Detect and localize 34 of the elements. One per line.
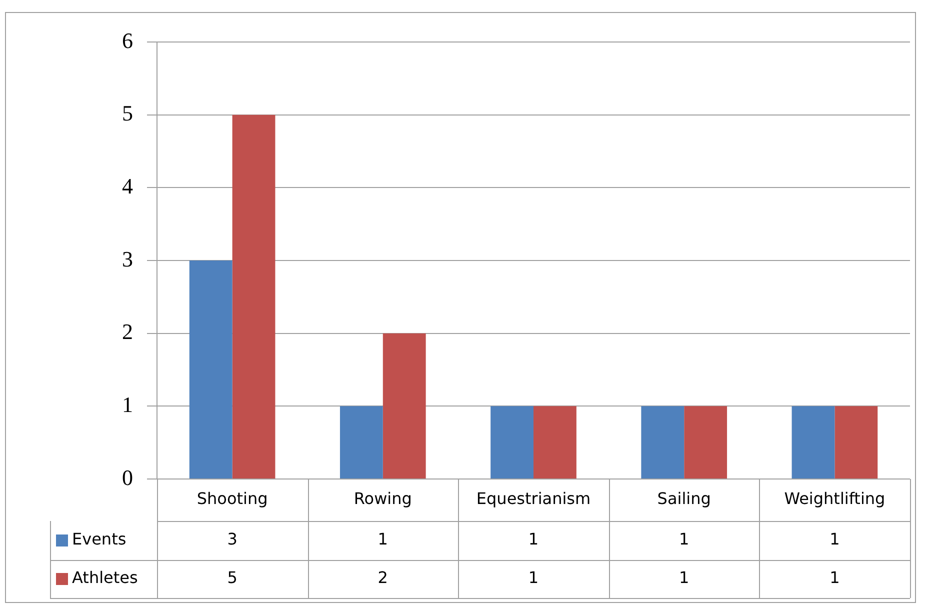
bar: [684, 406, 728, 478]
data-label: 2: [378, 568, 388, 588]
x-tick-label: Weightlifting: [784, 489, 886, 508]
bar: [232, 114, 276, 478]
bar: [641, 406, 684, 478]
y-tick-label: 0: [122, 464, 133, 490]
y-tick-label: 5: [122, 100, 133, 126]
bar: [534, 406, 576, 478]
x-tick-label: Shooting: [196, 489, 268, 508]
data-label: 3: [227, 530, 238, 549]
data-label: 1: [378, 530, 388, 549]
data-label: 1: [528, 530, 539, 549]
legend-label: Athletes: [72, 568, 138, 588]
data-label: 1: [679, 530, 690, 549]
y-tick-label: 4: [122, 173, 133, 198]
x-tick-label: Sailing: [657, 489, 711, 508]
y-tick-label: 1: [122, 392, 133, 417]
bar: [490, 406, 534, 478]
x-tick-label: Rowing: [354, 489, 412, 508]
x-tick-label: Equestrianism: [476, 489, 591, 508]
bar: [792, 406, 835, 478]
bar: [189, 260, 232, 478]
bar: [834, 406, 878, 478]
data-label: 5: [227, 568, 238, 588]
legend-label: Events: [72, 530, 126, 549]
bar: [382, 333, 426, 478]
data-label: 1: [679, 568, 690, 588]
data-label: 1: [830, 530, 840, 549]
bar: [340, 406, 383, 478]
y-tick-label: 3: [122, 246, 133, 272]
y-tick-label: 2: [122, 319, 133, 344]
data-label: 1: [830, 568, 840, 588]
y-tick-label: 6: [122, 28, 133, 53]
data-label: 1: [528, 568, 539, 588]
